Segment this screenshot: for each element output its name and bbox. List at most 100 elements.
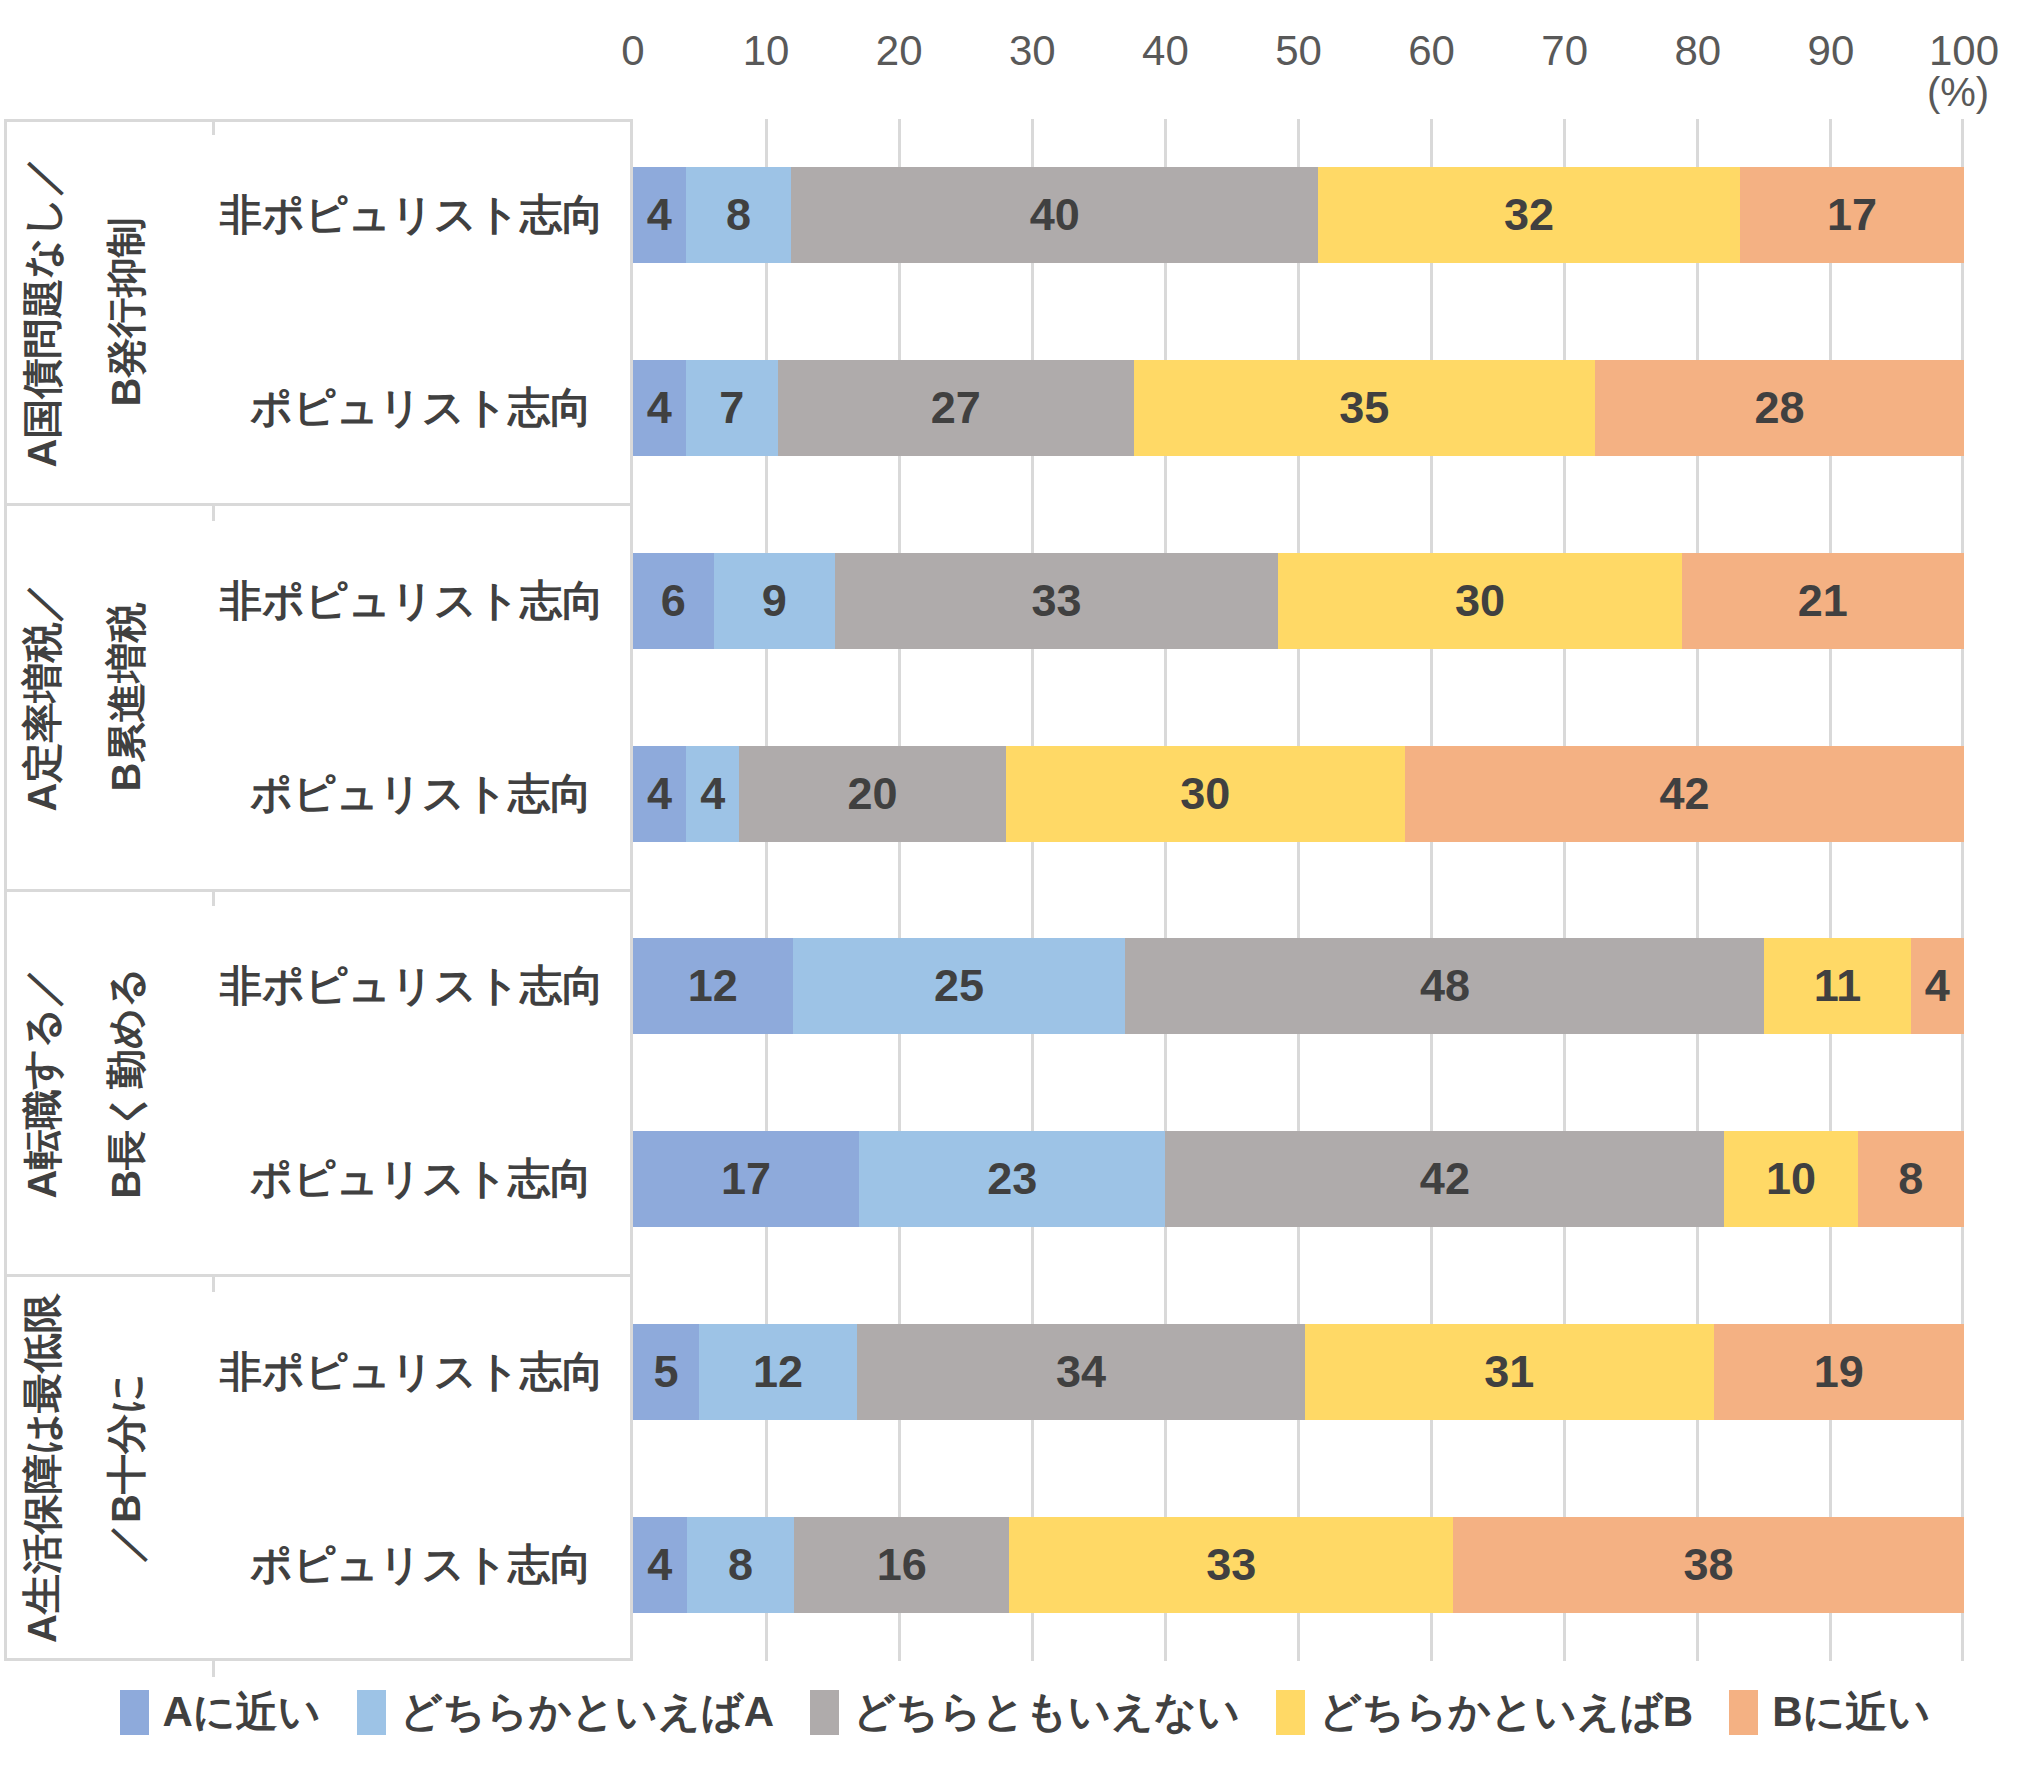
- bar-segment-value: 4: [1925, 960, 1950, 1012]
- x-axis-tick-label: 80: [1674, 27, 1721, 75]
- bar-segment-value: 20: [848, 768, 898, 820]
- bar-segment: 42: [1165, 1131, 1724, 1227]
- gridline: [1829, 119, 1832, 1661]
- bar-row: 69333021: [633, 553, 1964, 649]
- bar-segment-value: 27: [931, 382, 981, 434]
- x-axis-tick-label: 90: [1808, 27, 1855, 75]
- legend-label: どちらかといえばA: [400, 1684, 774, 1740]
- stacked-bar-chart: 0102030405060708090100(%)A国債問題なし／B発行抑制非ポ…: [0, 0, 2031, 1765]
- legend-swatch: [810, 1690, 839, 1735]
- bar-segment: 4: [633, 167, 686, 263]
- legend-item: どちらかといえばA: [357, 1684, 774, 1740]
- bar-segment-value: 38: [1683, 1539, 1733, 1591]
- bar-segment-value: 7: [719, 382, 744, 434]
- bar-segment-value: 33: [1206, 1539, 1256, 1591]
- bar-segment-value: 9: [762, 575, 787, 627]
- legend-item: どちらかといえばB: [1276, 1684, 1693, 1740]
- x-axis-tick-label: 40: [1142, 27, 1189, 75]
- legend-swatch: [120, 1690, 149, 1735]
- group-category-label: A転職する／B長く勤める: [0, 967, 168, 1199]
- bar-segment: 40: [791, 167, 1318, 263]
- legend-label: どちらともいえない: [853, 1684, 1240, 1740]
- x-axis-tick-label: 100: [1929, 27, 1999, 75]
- row-category-label: ポピュリスト志向: [220, 1537, 592, 1593]
- x-axis-tick-label: 70: [1541, 27, 1588, 75]
- bar-segment: 25: [793, 938, 1126, 1034]
- bar-segment: 5: [633, 1324, 699, 1420]
- legend-item: Aに近い: [120, 1684, 321, 1740]
- bar-segment: 42: [1405, 746, 1964, 842]
- legend-item: Bに近い: [1729, 1684, 1930, 1740]
- x-axis-tick-label: 0: [621, 27, 644, 75]
- bar-segment-value: 4: [647, 382, 672, 434]
- row-category-label: 非ポピュリスト志向: [220, 958, 592, 1014]
- bar-segment: 9: [714, 553, 835, 649]
- bar-segment-value: 8: [728, 1539, 753, 1591]
- bar-segment: 34: [857, 1324, 1305, 1420]
- bar-segment: 32: [1318, 167, 1740, 263]
- level-tick: [212, 1276, 215, 1292]
- legend-swatch: [1729, 1690, 1758, 1735]
- bar-segment-value: 4: [647, 768, 672, 820]
- bar-segment: 8: [686, 167, 791, 263]
- legend-label: どちらかといえばB: [1319, 1684, 1693, 1740]
- row-category-label: 非ポピュリスト志向: [220, 573, 592, 629]
- bar-segment-value: 4: [647, 1539, 672, 1591]
- bar-segment-value: 33: [1031, 575, 1081, 627]
- group-category-label: A生活保障は最低限／B十分に: [0, 1293, 168, 1643]
- bar-segment: 35: [1134, 360, 1595, 456]
- bar-segment-value: 32: [1504, 189, 1554, 241]
- bar-segment-value: 11: [1814, 960, 1862, 1012]
- x-axis-tick-label: 50: [1275, 27, 1322, 75]
- bar-row: 12 25 48 11 4: [633, 938, 1964, 1034]
- legend-label: Aに近い: [163, 1684, 321, 1740]
- bar-segment: 4: [686, 746, 739, 842]
- bar-segment-value: 42: [1659, 768, 1709, 820]
- bar-segment: 30: [1278, 553, 1681, 649]
- x-axis-tick-label: 30: [1009, 27, 1056, 75]
- bar-segment-value: 16: [877, 1539, 927, 1591]
- level-tick: [212, 890, 215, 906]
- group-separator: [4, 1274, 633, 1277]
- row-category-label: ポピュリスト志向: [220, 1151, 592, 1207]
- bar-segment-value: 19: [1814, 1346, 1864, 1398]
- bar-segment: 17: [633, 1131, 859, 1227]
- legend-swatch: [357, 1690, 386, 1735]
- bar-segment-value: 40: [1030, 189, 1080, 241]
- level-tick: [212, 505, 215, 521]
- bar-row: 5 12 34 31 19: [633, 1324, 1964, 1420]
- bar-segment-value: 48: [1420, 960, 1470, 1012]
- bar-segment: 6: [633, 553, 714, 649]
- bar-segment: 31: [1305, 1324, 1714, 1420]
- x-axis-tick-label: 20: [876, 27, 923, 75]
- bar-segment-value: 12: [753, 1346, 803, 1398]
- gridline: [1696, 119, 1699, 1661]
- bar-segment: 4: [633, 360, 686, 456]
- bar-segment-value: 4: [700, 768, 725, 820]
- bar-segment-value: 12: [688, 960, 738, 1012]
- gridline: [1164, 119, 1167, 1661]
- bar-segment-value: 4: [647, 189, 672, 241]
- level-tick: [212, 1661, 215, 1677]
- bar-segment: 8: [1858, 1131, 1964, 1227]
- bar-segment: 11: [1764, 938, 1910, 1034]
- group-category-label: A定率増税／B累進増税: [0, 583, 168, 812]
- legend-item: どちらともいえない: [810, 1684, 1240, 1740]
- bar-segment-value: 31: [1484, 1346, 1534, 1398]
- bar-segment-value: 5: [653, 1346, 678, 1398]
- gridline: [1031, 119, 1034, 1661]
- gridline: [1961, 119, 1964, 1661]
- row-category-label: 非ポピュリスト志向: [220, 187, 592, 243]
- bar-segment: 33: [835, 553, 1279, 649]
- bar-segment: 33: [1009, 1517, 1453, 1613]
- level-tick: [212, 119, 215, 135]
- bar-row: 172342108: [633, 1131, 1964, 1227]
- group-separator: [4, 503, 633, 506]
- bar-segment: 30: [1006, 746, 1405, 842]
- bar-segment: 20: [739, 746, 1005, 842]
- bar-segment: 17: [1740, 167, 1964, 263]
- bar-segment: 4: [1911, 938, 1964, 1034]
- bar-segment: 4: [633, 746, 686, 842]
- bar-segment-value: 28: [1754, 382, 1804, 434]
- gridline: [1563, 119, 1566, 1661]
